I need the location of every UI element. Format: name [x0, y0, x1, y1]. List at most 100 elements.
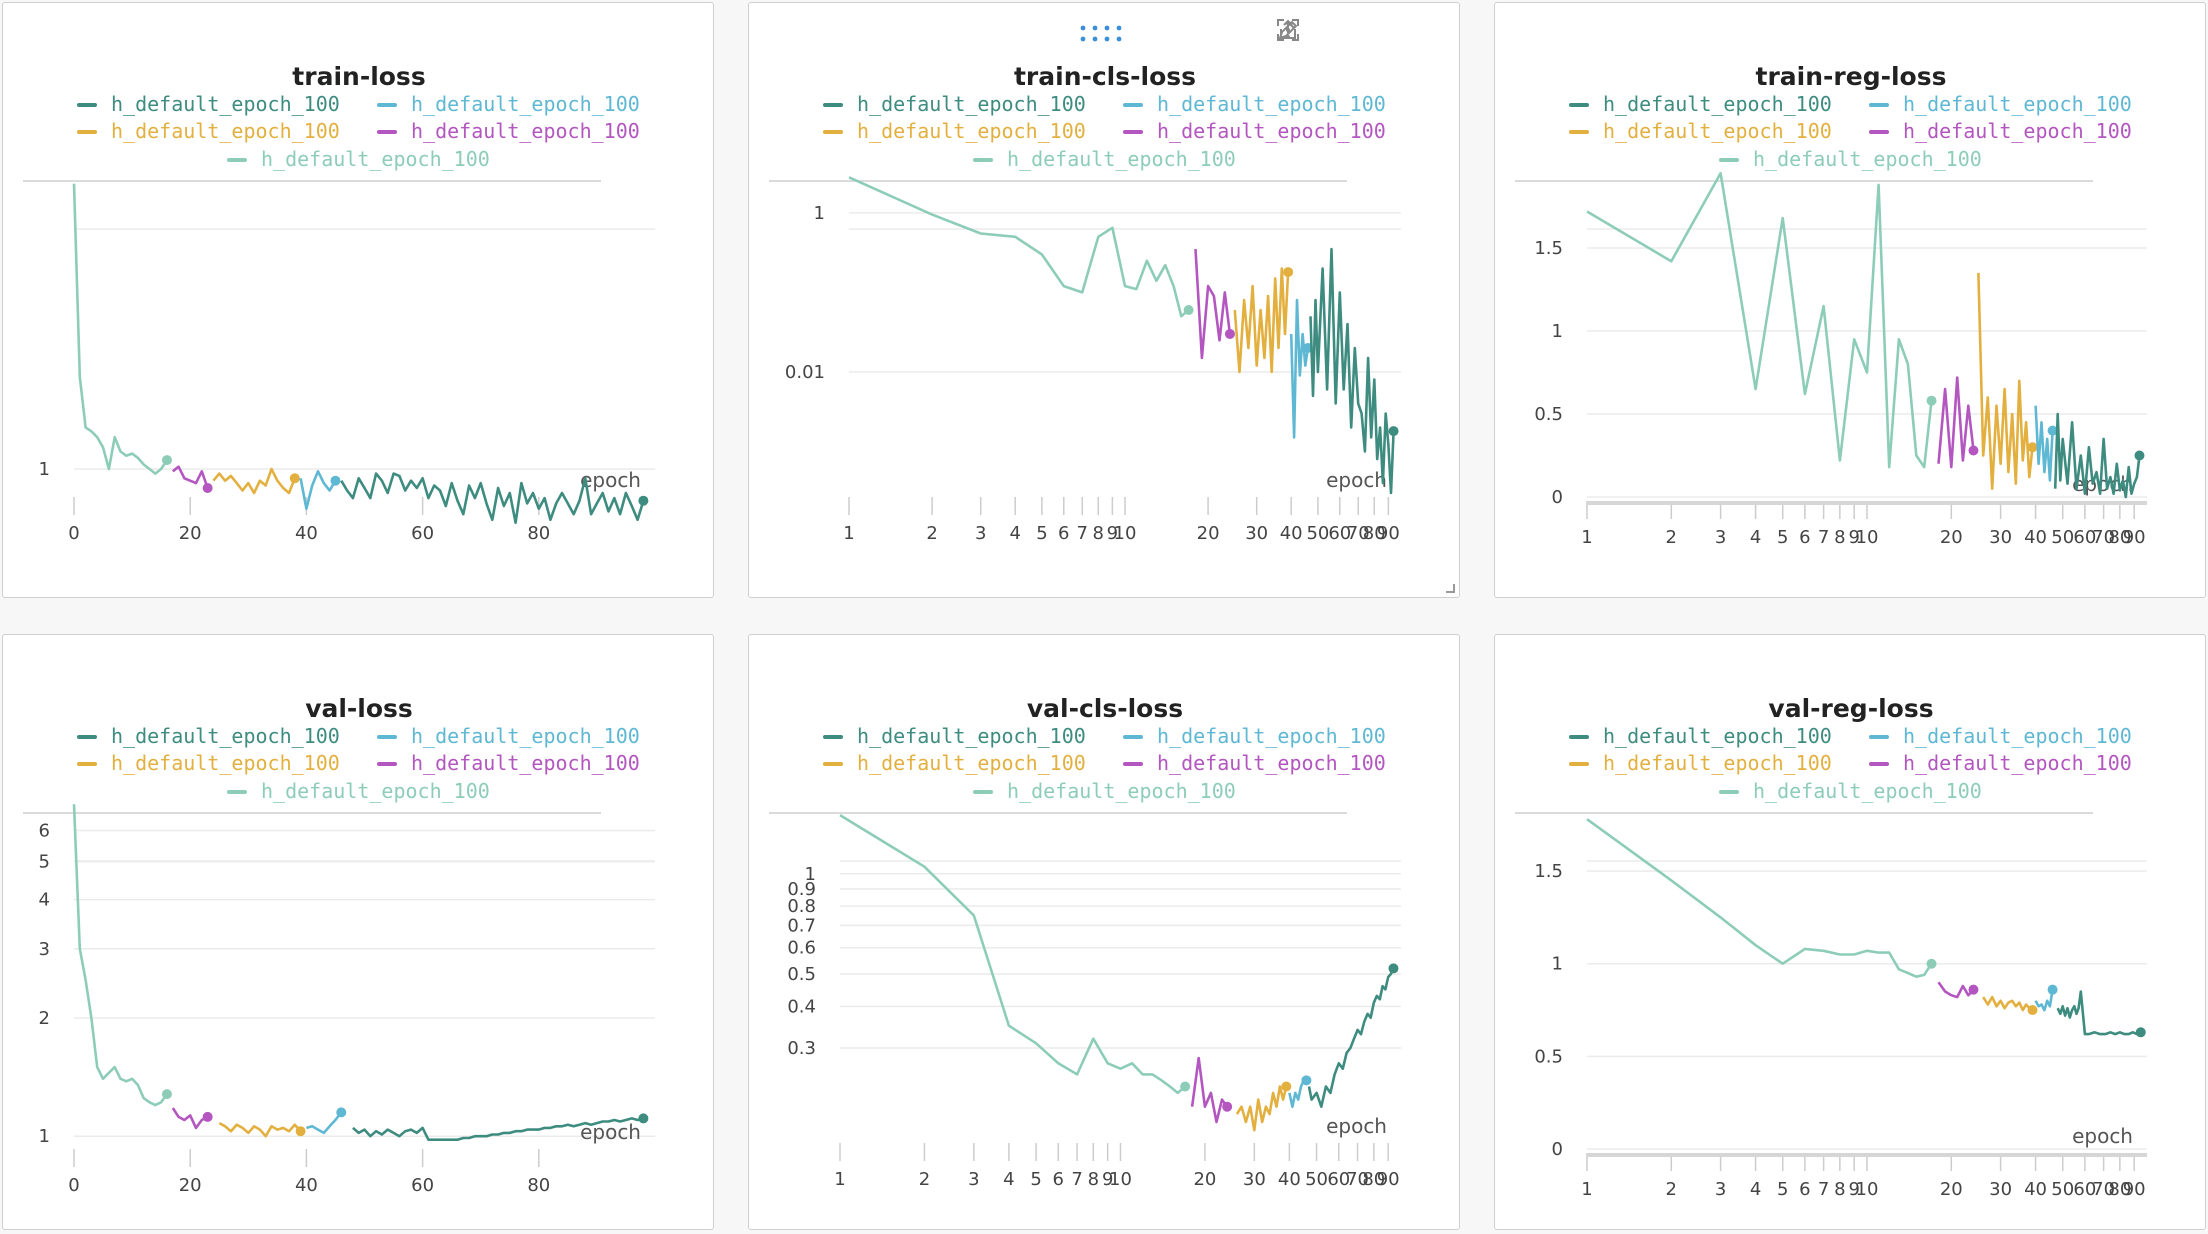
legend-item: h_default_epoch_100	[77, 724, 340, 748]
drag-handle-icon[interactable]	[1077, 21, 1129, 45]
legend-item: h_default_epoch_100	[1123, 724, 1386, 748]
legend-item: h_default_epoch_100	[823, 92, 1086, 116]
y-tick-label: 6	[39, 820, 50, 841]
x-tick-label: 6	[1053, 1169, 1064, 1190]
x-tick-label: 70	[2092, 1179, 2115, 1200]
x-tick-label: 6	[1799, 1179, 1810, 1200]
series-end-marker	[2047, 425, 2058, 436]
x-tick-label: 10	[1856, 527, 1879, 548]
series-line	[352, 1117, 644, 1142]
legend-label: h_default_epoch_100	[1903, 724, 2132, 748]
legend-label: h_default_epoch_100	[1157, 724, 1386, 748]
x-tick-label: 50	[2051, 527, 2074, 548]
series-end-marker	[1388, 963, 1399, 974]
x-tick-label: 50	[1306, 523, 1329, 544]
series-end-marker	[161, 1089, 172, 1100]
chart-panel-val-loss[interactable]: val-loss h_default_epoch_100 h_default_epo…	[2, 634, 714, 1230]
x-tick-label: 0	[68, 1175, 79, 1196]
series-line	[2034, 405, 2054, 482]
x-tick-label: 2	[926, 523, 937, 544]
x-tick-label: 20	[179, 523, 202, 544]
x-tick-label: 70	[1347, 523, 1370, 544]
series-line	[1977, 272, 2034, 491]
x-tick-label: 4	[1750, 527, 1761, 548]
series-end-marker	[1926, 958, 1937, 969]
legend-item: h_default_epoch_100	[1569, 724, 1832, 748]
x-tick-label: 30	[1989, 1179, 2012, 1200]
resize-handle-icon[interactable]	[1444, 582, 1456, 594]
series-line	[1982, 995, 2034, 1012]
x-tick-label: 60	[2073, 527, 2096, 548]
legend-label: h_default_epoch_100	[411, 92, 640, 116]
series-line	[1235, 1085, 1288, 1132]
legend-label: h_default_epoch_100	[111, 751, 340, 775]
x-tick-label: 6	[1799, 527, 1810, 548]
series-line	[1937, 981, 1975, 999]
legend-item: h_default_epoch_100	[823, 724, 1086, 748]
series-line	[72, 183, 169, 475]
x-tick-label: 8	[1834, 527, 1845, 548]
legend-label: h_default_epoch_100	[411, 724, 640, 748]
series-end-marker	[638, 1113, 649, 1124]
legend-label: h_default_epoch_100	[857, 119, 1086, 143]
legend-label: h_default_epoch_100	[1157, 751, 1386, 775]
legend-item: h_default_epoch_100	[77, 92, 340, 116]
series-end-marker	[1926, 395, 1937, 406]
chart-title: val-cls-loss	[1027, 694, 1183, 723]
chart-panel-val-cls-loss[interactable]: val-cls-loss h_default_epoch_100 h_default…	[748, 634, 1460, 1230]
chart-panel-val-reg-loss[interactable]: val-reg-loss h_default_epoch_100 h_default…	[1494, 634, 2206, 1230]
x-tick-label: 50	[1305, 1169, 1328, 1190]
legend-label: h_default_epoch_100	[261, 779, 490, 803]
legend-label: h_default_epoch_100	[1753, 147, 1982, 171]
y-tick-label: 2	[39, 1008, 50, 1029]
series-line	[839, 813, 1186, 1095]
y-tick-label: 3	[39, 939, 50, 960]
y-tick-label: 1.5	[1534, 238, 1563, 259]
chart-panel-train-reg-loss[interactable]: train-reg-loss h_default_epoch_100 h_defau…	[1494, 2, 2206, 598]
legend-item: h_default_epoch_100	[377, 724, 640, 748]
series-end-marker	[2135, 1027, 2146, 1038]
panel-toolbar	[1275, 17, 1445, 43]
series-line	[1190, 1056, 1229, 1124]
series-line	[212, 467, 297, 495]
series-end-marker	[1281, 1081, 1292, 1092]
legend-item: h_default_epoch_100	[1869, 92, 2132, 116]
x-tick-label: 30	[1243, 1169, 1266, 1190]
chart-panel-train-loss[interactable]: train-loss h_default_epoch_100 h_default_e…	[2, 2, 714, 598]
legend-item: h_default_epoch_100	[77, 751, 340, 775]
legend-label: h_default_epoch_100	[111, 724, 340, 748]
chart-panel-train-cls-loss[interactable]: train-cls-loss h_default_epoch_100 h_defau…	[748, 2, 1460, 598]
x-axis-label: epoch	[2072, 1124, 2133, 1148]
x-tick-label: 5	[1036, 523, 1047, 544]
x-axis-label: epoch	[580, 468, 641, 492]
x-tick-label: 90	[2123, 1179, 2146, 1200]
x-tick-label: 1	[1581, 1179, 1592, 1200]
x-tick-label: 4	[1750, 1179, 1761, 1200]
x-tick-label: 9	[1107, 523, 1118, 544]
x-tick-label: 9	[1848, 1179, 1859, 1200]
y-tick-label: 0.3	[787, 1038, 816, 1059]
legend-label: h_default_epoch_100	[411, 119, 640, 143]
series-end-marker	[2027, 442, 2038, 453]
series-end-marker	[202, 482, 213, 493]
y-tick-label: 1.5	[1534, 861, 1563, 882]
y-tick-label: 0.5	[787, 964, 816, 985]
legend-label: h_default_epoch_100	[1903, 119, 2132, 143]
legend-item: h_default_epoch_100	[973, 147, 1236, 171]
x-tick-label: 40	[2024, 527, 2047, 548]
y-tick-label: 0	[1552, 1139, 1563, 1160]
more-vertical-icon[interactable]	[1286, 17, 1445, 43]
series-end-marker	[289, 473, 300, 484]
fullscreen-icon[interactable]	[1277, 17, 1397, 43]
x-tick-label: 80	[1363, 523, 1386, 544]
series-end-marker	[336, 1107, 347, 1118]
edit-icon[interactable]	[1278, 17, 1349, 43]
series-line	[72, 804, 169, 1107]
x-tick-label: 3	[975, 523, 986, 544]
y-tick-label: 1	[39, 1126, 50, 1147]
series-end-marker	[1222, 1101, 1233, 1112]
series-end-marker	[2027, 1005, 2038, 1016]
x-tick-label: 40	[295, 1175, 318, 1196]
